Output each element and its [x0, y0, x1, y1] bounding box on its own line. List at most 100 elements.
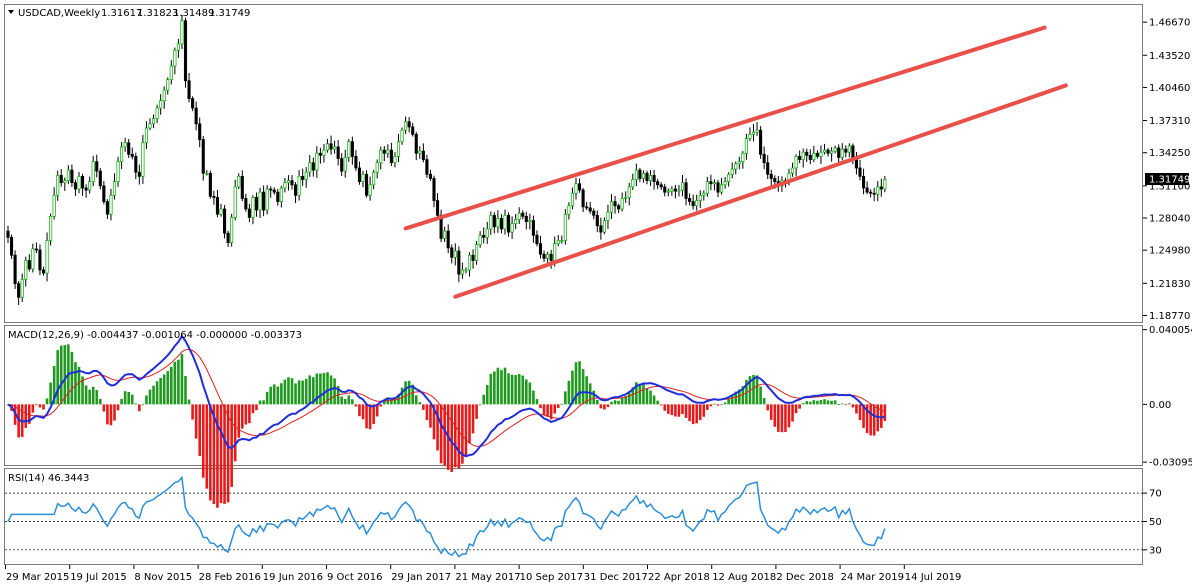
macd-histogram-bar: [226, 404, 230, 503]
candle-body: [137, 171, 141, 177]
candle-body: [428, 173, 433, 179]
candle-body: [617, 205, 621, 210]
macd-histogram-bar: [454, 404, 457, 468]
candle-body: [574, 183, 578, 194]
macd-histogram-bar: [883, 404, 887, 421]
macd-histogram-bar: [411, 384, 414, 405]
macd-histogram-bar: [723, 402, 727, 405]
macd-histogram-bar: [741, 386, 745, 405]
candle-body: [191, 98, 195, 109]
candle-body: [595, 214, 599, 227]
macd-histogram-bar: [823, 399, 826, 405]
macd-histogram-bar: [691, 404, 695, 425]
candle-body: [652, 174, 656, 182]
candle-body: [34, 248, 38, 251]
macd-histogram-bar: [70, 351, 74, 405]
macd-histogram-bar: [340, 396, 343, 405]
macd-histogram-bar: [414, 395, 418, 405]
candle-body: [240, 176, 244, 199]
macd-histogram-bar: [716, 404, 720, 406]
candle-body: [482, 234, 486, 238]
candle-body: [304, 171, 308, 180]
channel-lines: [403, 25, 1068, 299]
candle-body: [702, 192, 706, 196]
macd-histogram-bar: [769, 404, 773, 420]
time-tick-label: 9 Oct 2016: [327, 572, 382, 583]
macd-histogram-bar: [91, 386, 95, 405]
macd-histogram-bar: [549, 404, 553, 420]
candle-body: [517, 212, 521, 220]
macd-histogram-bar: [237, 404, 241, 438]
candle-body: [226, 232, 230, 243]
candle-body: [294, 184, 298, 196]
macd-histogram-bar: [315, 373, 319, 405]
macd-histogram-bar: [201, 404, 205, 478]
macd-histogram-bar: [216, 404, 219, 508]
candle-body: [88, 181, 92, 191]
candle-body: [705, 181, 709, 194]
candle-body: [141, 142, 145, 177]
macd-histogram-bar: [525, 379, 528, 405]
macd-histogram-bar: [77, 366, 81, 405]
candle-body: [503, 214, 507, 230]
macd-histogram-bar: [766, 404, 769, 411]
macd-histogram-bar: [283, 379, 287, 405]
macd-histogram-bar: [652, 395, 656, 405]
macd-histogram-bar: [84, 385, 88, 405]
ohlc-close: 1.31749: [209, 8, 250, 19]
candle-body: [56, 174, 60, 196]
macd-histogram-bar: [631, 387, 635, 405]
candle-body: [790, 167, 795, 174]
candle-body: [66, 169, 70, 181]
macd-histogram-bar: [358, 404, 361, 417]
candle-body: [276, 191, 280, 202]
macd-histogram-bar: [816, 400, 819, 405]
macd-histogram-bar: [840, 403, 844, 405]
candle-body: [393, 156, 397, 164]
candle-body: [851, 145, 855, 159]
candle-body: [219, 208, 223, 215]
candle-body: [400, 129, 404, 143]
candle-body: [450, 247, 454, 258]
macd-histogram-bar: [872, 404, 876, 436]
macd-histogram-bar: [297, 380, 301, 405]
candle-body: [734, 163, 738, 170]
candle-body: [77, 176, 81, 190]
candle-body: [613, 201, 617, 207]
macd-header: MACD(12,26,9) -0.004437 -0.001064 -0.000…: [8, 330, 302, 341]
candle-body: [49, 215, 53, 241]
macd-histogram-bar: [880, 404, 883, 428]
macd-histogram-bar: [212, 404, 216, 505]
candle-body: [297, 176, 301, 196]
candle-body: [524, 215, 528, 222]
ohlc-low: 1.31489: [173, 8, 214, 19]
macd-histogram-bar: [798, 404, 801, 409]
macd-histogram-bar: [702, 404, 706, 417]
candle-body: [695, 200, 699, 207]
candle-body: [123, 142, 127, 148]
macd-histogram-bar: [560, 403, 564, 405]
candle-body: [237, 176, 241, 188]
candle-body: [826, 149, 830, 154]
candle-body: [215, 197, 220, 215]
candle-body: [258, 191, 262, 211]
candle-body: [553, 243, 557, 261]
candle-body: [205, 172, 209, 175]
macd-histogram-bar: [432, 404, 436, 440]
macd-histogram-bar: [837, 403, 840, 405]
candle-body: [20, 279, 24, 298]
macd-histogram-bar: [585, 376, 588, 405]
symbol-dropdown-icon[interactable]: [8, 10, 14, 14]
candle-body: [861, 176, 866, 189]
candle-body: [183, 20, 188, 82]
macd-histogram-bar: [308, 375, 312, 405]
current-price-label: 1.31749: [1149, 175, 1190, 186]
macd-histogram-bar: [677, 404, 681, 417]
price-tick-label: 1.31100: [1149, 181, 1190, 192]
candle-body: [666, 190, 670, 193]
candle-body: [847, 145, 851, 153]
candle-body: [116, 161, 120, 182]
time-tick-label: 8 Nov 2015: [134, 572, 192, 583]
price-tick-label: 1.28040: [1149, 214, 1190, 225]
macd-histogram-bar: [400, 387, 404, 405]
